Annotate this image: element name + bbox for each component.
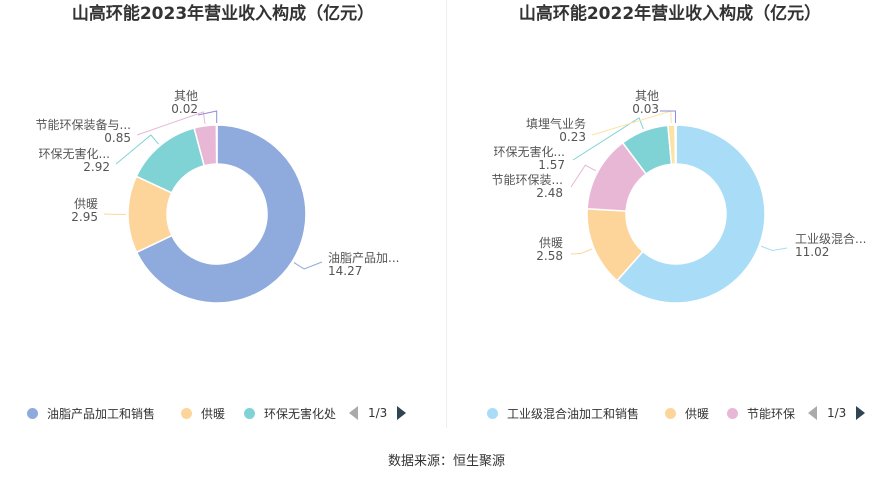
slice-value-label: 2.95 bbox=[71, 210, 98, 224]
chart-title: 山高环能2022年营业收入构成（亿元） bbox=[518, 4, 822, 24]
leader-line bbox=[197, 110, 218, 124]
slice-value-label: 2.48 bbox=[536, 186, 563, 200]
slice-label: 供暖 bbox=[74, 197, 98, 211]
legend-page-indicator: 1/3 bbox=[368, 406, 388, 420]
legend-page-indicator: 1/3 bbox=[827, 406, 847, 420]
slice-value-label: 2.58 bbox=[536, 249, 563, 263]
slice-label: 油脂产品加... bbox=[328, 250, 399, 265]
prev-page-icon[interactable] bbox=[349, 406, 358, 420]
slice-label: 其他 bbox=[635, 89, 659, 103]
legend-label: 油脂产品加工和销售 bbox=[47, 406, 156, 421]
legend-item-3[interactable]: 环保无害化处 bbox=[244, 401, 336, 425]
slice-label: 环保无害化... bbox=[494, 144, 565, 159]
legend-item-1[interactable]: 工业级混合油加工和销售 bbox=[487, 401, 639, 425]
leader-line bbox=[572, 117, 644, 161]
slice-label: 节能环保装... bbox=[492, 173, 563, 187]
prev-page-icon[interactable] bbox=[808, 406, 817, 420]
slice-value-label: 11.02 bbox=[795, 245, 829, 259]
donut-slice-5[interactable] bbox=[215, 124, 218, 165]
chart-title: 山高环能2023年营业收入构成（亿元） bbox=[71, 4, 375, 24]
legend-marker-icon bbox=[244, 407, 255, 419]
legend-item-2[interactable]: 供暖 bbox=[181, 401, 225, 425]
legend-pager: 1/3 bbox=[808, 401, 866, 425]
legend-marker-icon bbox=[181, 407, 192, 419]
slice-value-label: 2.92 bbox=[83, 160, 110, 174]
donut-chart-2023: 油脂产品加...14.27 供暖2.95 环保无害化...2.92 节能环保装备与..… bbox=[36, 89, 399, 304]
leader-line bbox=[293, 261, 323, 270]
legend-marker-icon bbox=[727, 407, 738, 419]
legend-marker-icon bbox=[27, 407, 38, 419]
legend-item-2[interactable]: 供暖 bbox=[665, 401, 709, 425]
chart-panel-2022: 山高环能2022年营业收入构成（亿元） 工业级混合... 11.02 供暖 2.58 节… bbox=[447, 0, 893, 440]
slice-label: 其他 bbox=[174, 89, 198, 103]
leader-line bbox=[570, 164, 597, 188]
legend: 工业级混合油加工和销售 供暖 节能环保 1/3 bbox=[447, 401, 893, 425]
legend-item-3[interactable]: 节能环保 bbox=[727, 401, 795, 425]
leader-line bbox=[659, 110, 677, 124]
chart-panel-2023: 山高环能2023年营业收入构成（亿元） 油脂产品加... 14.27 供暖 2.95 环… bbox=[0, 0, 446, 440]
slice-label: 工业级混合... bbox=[795, 231, 866, 246]
slice-value-label: 0.02 bbox=[171, 102, 198, 116]
slice-label: 环保无害化... bbox=[39, 146, 110, 161]
slice-value-label: 0.03 bbox=[632, 102, 659, 116]
slice-value-label: 0.85 bbox=[104, 131, 131, 145]
leader-line bbox=[115, 134, 159, 165]
donut-slice-1[interactable] bbox=[615, 124, 766, 304]
slice-label: 填埋气业务 bbox=[526, 116, 586, 131]
legend-item-1[interactable]: 油脂产品加工和销售 bbox=[27, 401, 155, 425]
next-page-icon[interactable] bbox=[856, 406, 866, 420]
legend-label: 工业级混合油加工和销售 bbox=[507, 406, 640, 421]
legend-label: 节能环保 bbox=[747, 406, 796, 421]
legend-label: 供暖 bbox=[685, 406, 710, 421]
donut-slice-1[interactable] bbox=[135, 124, 307, 304]
slice-label: 供暖 bbox=[539, 236, 563, 250]
slice-value-label: 1.57 bbox=[538, 158, 565, 172]
legend-label: 供暖 bbox=[201, 406, 226, 421]
slice-value-label: 14.27 bbox=[328, 264, 362, 278]
leader-line bbox=[570, 248, 593, 255]
slice-label: 节能环保装备与... bbox=[36, 118, 131, 132]
leader-line bbox=[136, 111, 206, 136]
legend-label: 环保无害化处 bbox=[264, 406, 337, 421]
slice-value-label: 0.23 bbox=[559, 130, 586, 144]
legend-marker-icon bbox=[487, 407, 498, 419]
donut-chart-2022: 工业级混合...11.02 供暖2.58 节能环保装...2.48 环保无害化...1… bbox=[492, 89, 866, 304]
next-page-icon[interactable] bbox=[397, 406, 407, 420]
legend-pager: 1/3 bbox=[349, 401, 407, 425]
legend-marker-icon bbox=[665, 407, 676, 419]
leader-line bbox=[760, 245, 788, 252]
data-source-note: 数据来源：恒生聚源 bbox=[387, 454, 505, 469]
legend: 油脂产品加工和销售 供暖 环保无害化处 1/3 bbox=[0, 401, 446, 425]
donut-slice-6[interactable] bbox=[674, 124, 677, 165]
panel-divider bbox=[446, 0, 447, 428]
